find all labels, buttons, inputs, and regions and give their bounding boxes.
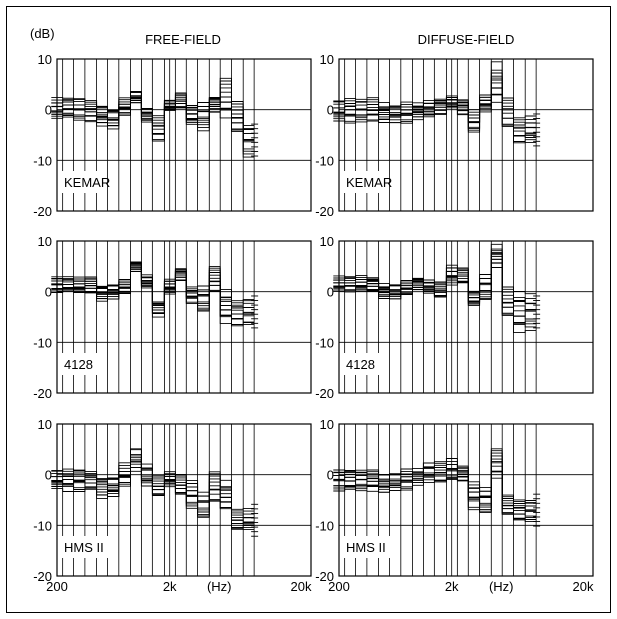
y-tick-label: 10 [38, 234, 52, 249]
panel-label-bg [343, 353, 381, 375]
panel-label: HMS II [346, 540, 386, 555]
x-axis-unit-label: (Hz) [489, 579, 514, 594]
panel-label-bg [61, 353, 99, 375]
panel-label-bg [61, 536, 115, 558]
panel-1: 10 0 -10 -20 KEMAR [315, 52, 594, 219]
panel-label-bg [343, 171, 389, 193]
y-unit-label: (dB) [30, 26, 55, 41]
panel-border [338, 423, 594, 577]
response-trace [333, 243, 537, 295]
x-tick-label: 2k [163, 579, 177, 594]
panel-0: 10 0 -10 -20 KEMAR [33, 52, 312, 219]
y-tick-label: -20 [315, 569, 334, 584]
response-trace [333, 448, 537, 501]
y-tick-label: 10 [38, 417, 52, 432]
y-tick-label: 0 [327, 285, 334, 300]
response-trace [333, 61, 537, 119]
y-tick-label: 0 [327, 468, 334, 483]
panel-4: 10 0 -10 -20 HMS II 200 2k (Hz) 20k [33, 417, 312, 594]
x-axis-unit-label: (Hz) [207, 579, 232, 594]
y-tick-label: 10 [320, 52, 334, 67]
x-tick-label: 20k [291, 579, 312, 594]
panel-label: KEMAR [346, 175, 392, 190]
panel-5: 10 0 -10 -20 HMS II 200 2k (Hz) 20k [315, 417, 594, 594]
y-tick-label: 10 [320, 417, 334, 432]
column-title-diffuse-field: DIFFUSE-FIELD [418, 32, 515, 47]
panel-border [338, 240, 594, 394]
y-tick-label: -10 [315, 335, 334, 350]
y-tick-label: -10 [33, 518, 52, 533]
y-tick-label: -10 [315, 153, 334, 168]
response-trace [51, 448, 255, 510]
y-tick-label: -10 [33, 153, 52, 168]
y-tick-label: -20 [33, 569, 52, 584]
panel-label-bg [343, 536, 397, 558]
x-tick-label: 200 [328, 579, 350, 594]
panel-label: HMS II [64, 540, 104, 555]
response-trace [51, 261, 255, 303]
y-tick-label: 0 [45, 285, 52, 300]
y-tick-label: 0 [327, 103, 334, 118]
y-tick-label: -20 [33, 386, 52, 401]
column-title-free-field: FREE-FIELD [145, 32, 221, 47]
y-tick-label: 10 [320, 234, 334, 249]
x-tick-label: 200 [46, 579, 68, 594]
panel-border [338, 58, 594, 212]
y-tick-label: -10 [33, 335, 52, 350]
y-tick-label: 0 [45, 468, 52, 483]
x-tick-label: 20k [573, 579, 594, 594]
panel-border [56, 58, 312, 212]
x-tick-label: 2k [445, 579, 459, 594]
panel-label: 4128 [346, 357, 375, 372]
y-tick-label: -10 [315, 518, 334, 533]
panel-label: KEMAR [64, 175, 110, 190]
y-tick-label: 10 [38, 52, 52, 67]
panel-label: 4128 [64, 357, 93, 372]
y-tick-label: -20 [315, 204, 334, 219]
response-trace [51, 77, 255, 126]
panel-border [56, 423, 312, 577]
panel-border [56, 240, 312, 394]
figure-frame [6, 6, 611, 613]
panel-2: 10 0 -10 -20 4128 [33, 234, 312, 401]
y-tick-label: -20 [33, 204, 52, 219]
y-tick-label: 0 [45, 103, 52, 118]
panel-3: 10 0 -10 -20 4128 [315, 234, 594, 401]
y-tick-label: -20 [315, 386, 334, 401]
panel-label-bg [61, 171, 107, 193]
